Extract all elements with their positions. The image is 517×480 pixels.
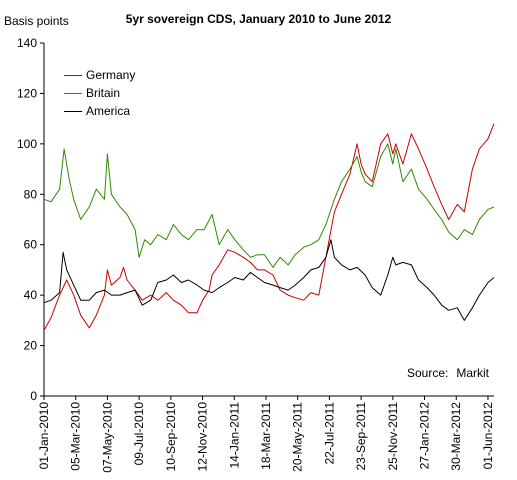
series-line-america	[43, 239, 495, 321]
x-tick-label: 01-Jan-2010	[37, 402, 51, 470]
y-tick-label: 20	[24, 339, 38, 353]
source-value: Markit	[456, 366, 489, 380]
y-axis-title: Basis points	[4, 14, 69, 28]
legend-label-america: America	[86, 104, 131, 118]
x-tick-label: 22-Jul-2011	[322, 402, 336, 465]
legend-swatch-britain	[64, 93, 82, 94]
series-line-britain	[43, 143, 495, 268]
legend: Germany Britain America	[64, 66, 135, 120]
legend-item-britain: Britain	[64, 84, 135, 102]
y-tick-label: 40	[24, 288, 38, 302]
x-tick-label: 14-Jan-2011	[227, 402, 241, 469]
x-tick-label: 18-Mar-2011	[259, 402, 273, 470]
x-tick-label: 12-Nov-2010	[196, 402, 210, 472]
series-line-germany	[43, 123, 495, 331]
x-tick-label: 09-Jul-2010	[132, 402, 146, 466]
series-layer	[43, 123, 495, 331]
y-tick-label: 60	[24, 238, 38, 252]
y-tick-label: 120	[17, 86, 37, 100]
y-tick-label: 0	[30, 389, 37, 403]
legend-swatch-america	[64, 111, 82, 112]
x-tick-label: 23-Sep-2011	[354, 402, 368, 471]
x-tick-label: 27-Jan-2012	[418, 402, 432, 470]
legend-label-britain: Britain	[86, 86, 121, 100]
x-tick-label: 30-Mar-2012	[449, 402, 463, 471]
y-tick-label: 140	[17, 36, 37, 50]
x-tick-label: 20-May-2011	[291, 402, 305, 472]
x-tick-label: 05-Mar-2010	[69, 402, 83, 471]
source-note: Source: Markit	[407, 366, 489, 380]
x-tick-label: 07-May-2010	[100, 402, 114, 473]
source-label: Source:	[406, 366, 449, 380]
x-tick-label: 01-Jun-2012	[481, 402, 495, 470]
legend-swatch-germany	[64, 75, 82, 76]
y-tick-label: 100	[17, 137, 37, 151]
legend-item-germany: Germany	[64, 66, 135, 84]
legend-item-america: America	[64, 102, 135, 120]
x-tick-label: 25-Nov-2011	[386, 402, 400, 471]
axes: 0 20 40 60 80 100 120 140 01-Jan-2010 05-Mar-2010…	[17, 36, 495, 473]
x-tick-label: 10-Sep-2010	[164, 402, 178, 472]
y-tick-label: 80	[24, 187, 38, 201]
chart-title: 5yr sovereign CDS, January 2010 to June …	[125, 12, 392, 26]
legend-label-germany: Germany	[86, 68, 136, 82]
